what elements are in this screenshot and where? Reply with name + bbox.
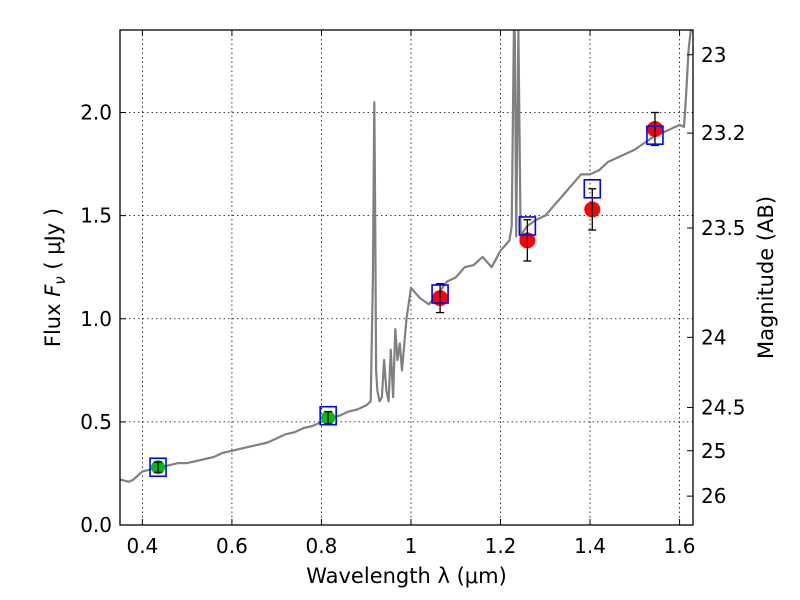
model-box xyxy=(149,457,167,478)
axis-ticks: 0.4 0.6 0.8 1 1.2 1.4 1.6 0.0 0.5 1.0 1.5 2.0 23 23.2… xyxy=(80,30,746,558)
x-tick-label: 1.4 xyxy=(574,534,606,558)
y-axis-label: Flux Fν ( μJy ) xyxy=(41,208,69,347)
y-tick-label: 2.0 xyxy=(80,101,112,125)
x-tick-label: 0.6 xyxy=(216,534,248,558)
y-tick-label: 1.5 xyxy=(80,204,112,228)
y2-tick-label: 24 xyxy=(701,325,726,349)
x-tick-label: 1.2 xyxy=(485,534,517,558)
y2-tick-label: 24.5 xyxy=(701,395,746,419)
y-tick-label: 0.0 xyxy=(80,513,112,537)
plot-frame xyxy=(119,29,694,526)
x-axis-label: Wavelength λ (μm) xyxy=(306,564,507,588)
model-box xyxy=(518,216,537,236)
model-box xyxy=(646,125,664,145)
y2-tick-label: 23.5 xyxy=(701,216,746,240)
x-tick-label: 1.6 xyxy=(664,534,696,558)
x-tick-label: 1 xyxy=(405,534,418,558)
model-box xyxy=(583,179,602,199)
y-tick-label: 1.0 xyxy=(80,307,112,331)
y2-tick-label: 26 xyxy=(701,484,726,508)
plot-area xyxy=(120,30,693,483)
y-tick-label: 0.5 xyxy=(80,410,112,434)
y2-tick-label: 23.2 xyxy=(701,121,746,145)
grid xyxy=(120,30,693,526)
y2-axis-label: Magnitude (AB) xyxy=(754,196,778,359)
model-box xyxy=(319,405,337,426)
x-tick-label: 0.4 xyxy=(126,534,158,558)
sed-model-line xyxy=(120,30,693,483)
model-box xyxy=(431,284,449,304)
y2-tick-label: 23 xyxy=(701,43,726,67)
x-tick-label: 0.8 xyxy=(306,534,338,558)
y2-tick-label: 25 xyxy=(701,439,726,463)
